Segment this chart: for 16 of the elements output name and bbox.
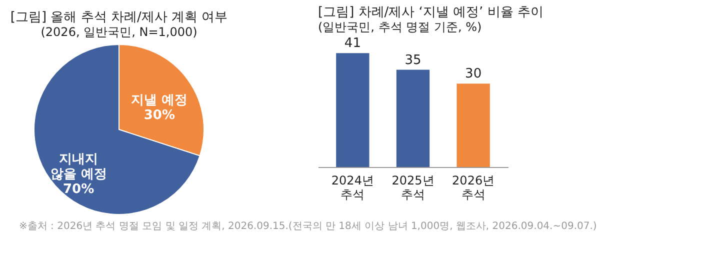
chart-subtitle: (2026, 일반국민, N=1,000) (40, 25, 198, 39)
data-label: 30% (144, 108, 176, 124)
data-label: 41 (344, 36, 361, 52)
slice-label: 지낼 예정 (131, 93, 188, 108)
pie-slice (34, 44, 200, 215)
data-label: 35 (404, 52, 422, 68)
chart-title: [그림] 차례/제사 ‘지낼 예정’ 비율 추이 (318, 5, 544, 20)
x-tick-label: 2024년 추석 (331, 174, 374, 202)
x-tick-label: 2025년 추석 (392, 174, 434, 202)
x-tick-label: 2026년 추석 (452, 174, 495, 202)
chart-title: [그림] 올해 추석 차례/제사 계획 여부 (10, 10, 228, 25)
data-label: 70% (62, 182, 94, 197)
data-label: 30 (465, 66, 482, 82)
chart-subtitle: (일반국민, 추석 명절 기준, %) (318, 20, 482, 34)
text: ※출처 : 2026년 추석 명절 모임 및 일정 계획, 2026.09.15.(전국의 만 18세 이상 남녀 1,000명, 웹조사, 2026.09.04.~09.07.) (19, 221, 597, 232)
slice-label: 지내지 않을 예정 (50, 152, 107, 182)
